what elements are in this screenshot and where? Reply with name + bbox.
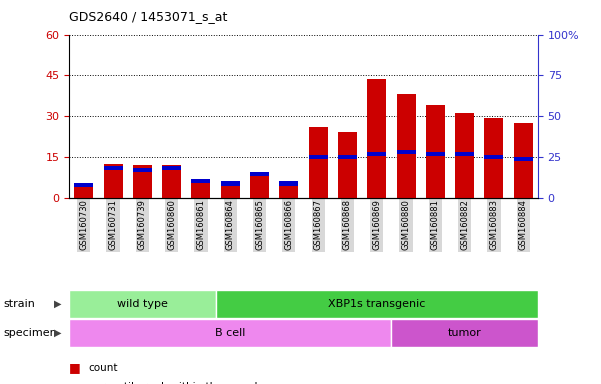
- Bar: [514, 157, 532, 161]
- Text: XBP1s transgenic: XBP1s transgenic: [328, 299, 426, 309]
- Bar: [75, 183, 93, 187]
- Text: specimen: specimen: [3, 328, 56, 338]
- Bar: [75, 183, 93, 198]
- Bar: [426, 105, 445, 198]
- Bar: [216, 290, 538, 318]
- Text: wild type: wild type: [117, 299, 168, 309]
- Text: GDS2640 / 1453071_s_at: GDS2640 / 1453071_s_at: [69, 10, 228, 23]
- Bar: [250, 172, 269, 198]
- Bar: [455, 152, 474, 156]
- Text: count: count: [88, 363, 118, 373]
- Bar: [133, 168, 152, 172]
- Bar: [103, 166, 123, 170]
- Bar: [484, 155, 504, 159]
- Bar: [309, 127, 328, 198]
- Bar: [391, 319, 538, 347]
- Bar: [397, 94, 415, 198]
- Bar: [426, 152, 445, 156]
- Bar: [309, 155, 328, 159]
- Bar: [397, 150, 415, 154]
- Bar: [279, 182, 298, 185]
- Text: ▶: ▶: [54, 299, 61, 309]
- Bar: [455, 113, 474, 198]
- Text: tumor: tumor: [448, 328, 481, 338]
- Bar: [221, 182, 240, 185]
- Text: strain: strain: [3, 299, 35, 309]
- Text: percentile rank within the sample: percentile rank within the sample: [88, 382, 264, 384]
- Text: ■: ■: [69, 361, 81, 374]
- Bar: [221, 182, 240, 198]
- Text: ▶: ▶: [54, 328, 61, 338]
- Text: ■: ■: [69, 381, 81, 384]
- Bar: [338, 132, 357, 198]
- Bar: [250, 172, 269, 176]
- Bar: [162, 165, 181, 198]
- Bar: [69, 290, 216, 318]
- Bar: [162, 166, 181, 170]
- Bar: [514, 123, 532, 198]
- Bar: [133, 165, 152, 198]
- Bar: [103, 164, 123, 198]
- Bar: [192, 179, 210, 183]
- Bar: [484, 118, 504, 198]
- Bar: [192, 179, 210, 198]
- Bar: [279, 182, 298, 198]
- Bar: [367, 79, 386, 198]
- Bar: [69, 319, 391, 347]
- Text: B cell: B cell: [215, 328, 245, 338]
- Bar: [367, 152, 386, 156]
- Bar: [338, 155, 357, 159]
